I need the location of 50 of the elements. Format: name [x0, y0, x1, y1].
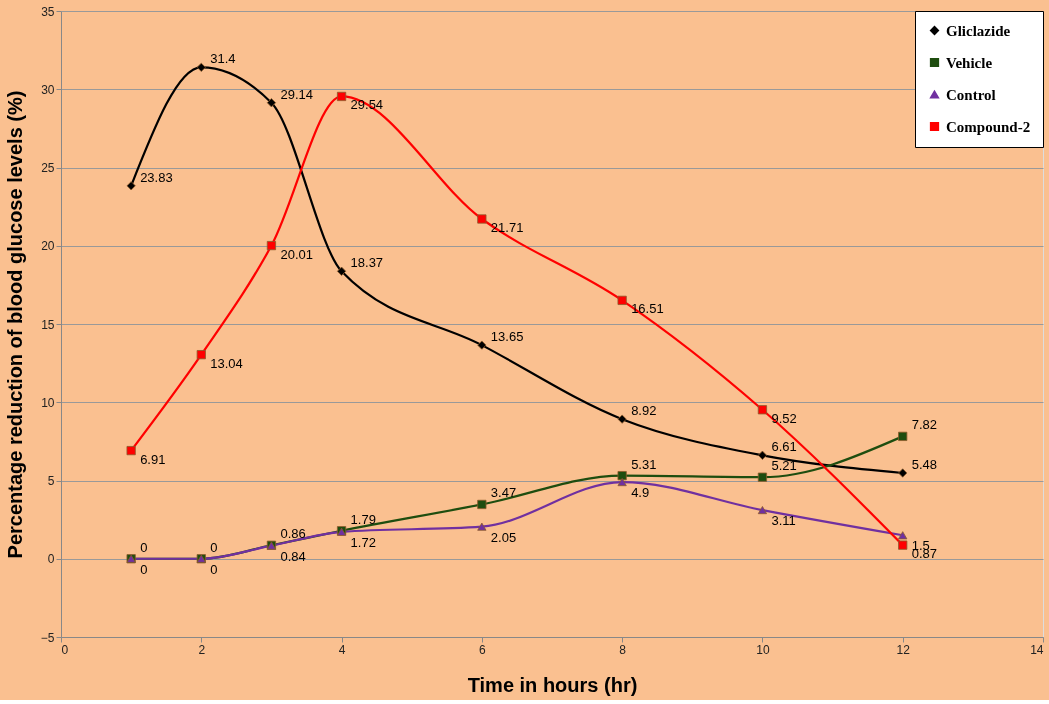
data-label: 8.92: [631, 403, 657, 419]
data-label: 9.52: [771, 410, 797, 426]
y-axis-title: Percentage reduction of blood glucose levels (%): [3, 90, 26, 559]
data-label: 0.84: [280, 548, 306, 564]
legend-label: Compound-2: [946, 118, 1031, 135]
data-label: 0: [140, 561, 148, 577]
x-tick-label: 0: [61, 642, 69, 657]
data-label: 0: [140, 539, 148, 555]
x-axis-title: Time in hours (hr): [467, 673, 638, 696]
data-label: 29.14: [280, 86, 313, 102]
y-tick-label: 35: [41, 4, 55, 19]
x-tick-label: 6: [479, 642, 487, 657]
data-label: 5.31: [631, 456, 657, 472]
data-label: 18.37: [350, 255, 384, 271]
x-tick-label: 12: [896, 642, 911, 657]
data-label: 3.11: [771, 513, 796, 529]
data-label: 6.61: [771, 439, 797, 455]
data-label: 6.91: [140, 451, 166, 467]
data-label: 13.65: [490, 329, 524, 345]
data-label: 5.48: [911, 456, 938, 472]
data-label: 13.04: [210, 355, 243, 371]
y-tick-label: 25: [41, 161, 55, 175]
y-tick-label: 20: [41, 239, 55, 254]
data-label: 31.4: [210, 51, 236, 67]
y-tick-label: 0: [47, 552, 55, 567]
data-label: 1.72: [350, 534, 376, 550]
data-label: 7.82: [911, 417, 938, 433]
data-label: 3.47: [490, 485, 517, 501]
y-tick-label: 30: [41, 82, 55, 97]
y-tick-label: 15: [41, 317, 55, 332]
x-tick-label: 8: [619, 642, 627, 657]
data-label: 2.05: [490, 529, 517, 545]
x-tick-label: 14: [1030, 642, 1044, 657]
x-tick-label: 2: [198, 642, 206, 657]
y-tick-label: −5: [40, 630, 55, 645]
data-label: 0.86: [280, 526, 306, 542]
data-label: 0: [210, 539, 218, 555]
legend-label: Gliclazide: [946, 22, 1011, 39]
data-label: 1.79: [350, 511, 376, 527]
data-label: 20.01: [280, 246, 313, 262]
x-tick-label: 4: [338, 642, 346, 657]
legend-label: Control: [946, 86, 996, 103]
data-label: 23.83: [140, 169, 173, 185]
data-label: 0: [210, 561, 218, 577]
y-tick-label: 10: [41, 395, 55, 410]
x-tick-label: 10: [756, 642, 770, 657]
data-label: 4.9: [631, 485, 650, 501]
legend-label: Vehicle: [946, 54, 993, 71]
data-label: 5.21: [771, 458, 797, 474]
y-tick-label: 5: [47, 474, 55, 488]
